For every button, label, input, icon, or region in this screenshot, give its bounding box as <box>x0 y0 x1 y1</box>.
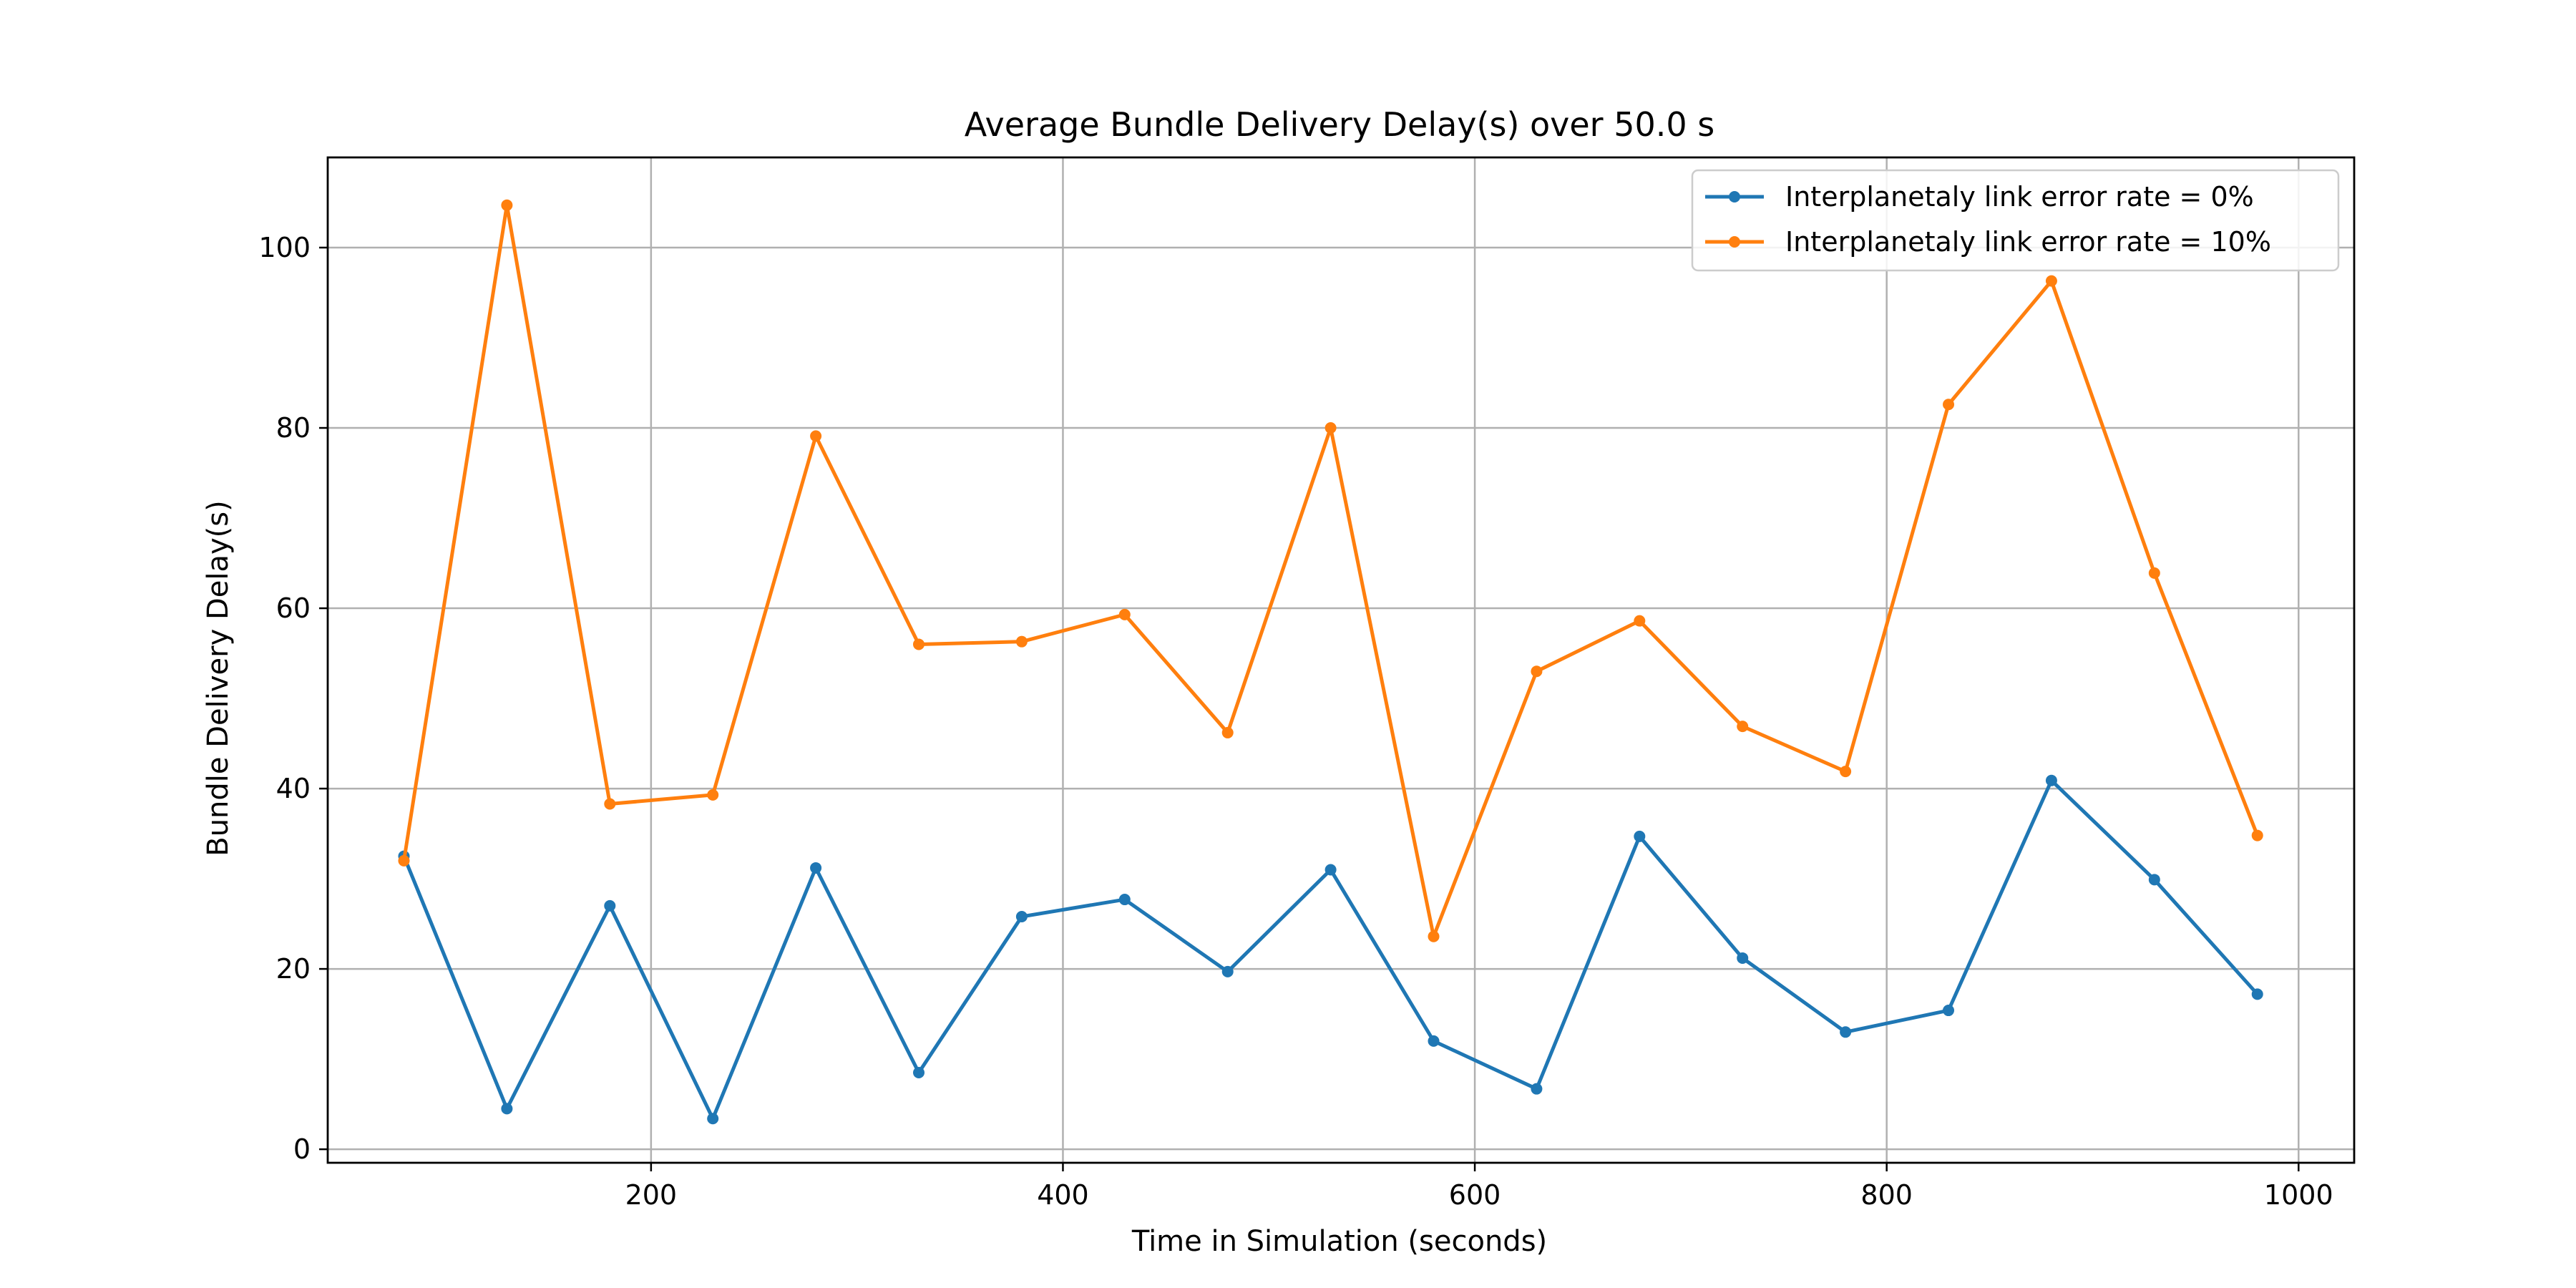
y-tick-label: 80 <box>276 412 311 444</box>
x-axis-ticks: 200 400 600 800 1000 <box>625 1163 2333 1211</box>
x-tick-label: 200 <box>625 1179 678 1211</box>
data-point <box>707 789 719 801</box>
data-point <box>2251 988 2263 1000</box>
legend-box <box>1691 169 2340 272</box>
data-point <box>2148 874 2160 886</box>
data-point <box>1737 721 1749 733</box>
x-tick-label: 400 <box>1037 1179 1089 1211</box>
data-point <box>1428 930 1440 942</box>
legend: Interplanetaly link error rate = 0% Inter… <box>1691 169 2340 272</box>
y-tick-label: 100 <box>258 232 311 263</box>
data-point <box>1840 766 1852 778</box>
data-point <box>2148 567 2160 579</box>
y-tick-label: 60 <box>276 592 311 624</box>
data-point <box>1221 965 1234 977</box>
y-axis-ticks: 0 20 40 60 80 100 <box>258 232 328 1165</box>
data-point <box>2251 829 2263 841</box>
legend-swatch-marker <box>1729 236 1740 248</box>
data-point <box>398 854 410 867</box>
x-tick-label: 1000 <box>2264 1179 2333 1211</box>
x-axis-label: Time in Simulation (seconds) <box>1131 1225 1547 1258</box>
data-point <box>1840 1026 1852 1038</box>
data-point <box>1943 399 1955 411</box>
series-0 <box>398 774 2263 1125</box>
y-tick-label: 20 <box>276 953 311 985</box>
data-point <box>1118 608 1131 620</box>
data-point <box>1118 894 1131 906</box>
data-point <box>1737 952 1749 964</box>
y-tick-label: 40 <box>276 773 311 804</box>
y-tick-label: 0 <box>293 1133 311 1165</box>
x-tick-label: 600 <box>1449 1179 1501 1211</box>
legend-swatch-marker <box>1729 191 1740 203</box>
legend-item: Interplanetaly link error rate = 0% <box>1705 181 2254 213</box>
data-point <box>1634 615 1646 627</box>
data-point <box>913 1066 924 1078</box>
data-point <box>604 798 616 810</box>
data-point <box>1221 726 1234 738</box>
data-point <box>1428 1035 1440 1047</box>
y-axis-label: Bundle Delivery Delay(s) <box>202 500 235 856</box>
legend-item: Interplanetaly link error rate = 10% <box>1705 226 2271 258</box>
data-point <box>1531 665 1543 678</box>
data-point <box>810 430 822 442</box>
data-point <box>501 1103 513 1115</box>
data-point <box>2045 774 2057 786</box>
data-point <box>1531 1083 1543 1095</box>
legend-label: Interplanetaly link error rate = 10% <box>1785 226 2271 258</box>
plot-frame <box>326 156 2356 1164</box>
data-point <box>1634 830 1646 842</box>
data-point <box>1015 635 1028 648</box>
data-point <box>1015 910 1028 922</box>
data-point <box>604 899 616 912</box>
x-tick-label: 800 <box>1860 1179 1913 1211</box>
series-layer <box>398 199 2263 1125</box>
data-point <box>501 199 513 211</box>
data-point <box>810 862 822 874</box>
data-point <box>707 1113 719 1125</box>
series-1 <box>398 199 2263 942</box>
data-point <box>913 638 924 650</box>
data-point <box>1324 864 1337 876</box>
data-point <box>2045 275 2057 287</box>
chart-title: Average Bundle Delivery Delay(s) over 50… <box>965 105 1714 144</box>
data-point <box>1324 422 1337 434</box>
legend-label: Interplanetaly link error rate = 0% <box>1785 181 2254 213</box>
data-point <box>1943 1005 1955 1017</box>
